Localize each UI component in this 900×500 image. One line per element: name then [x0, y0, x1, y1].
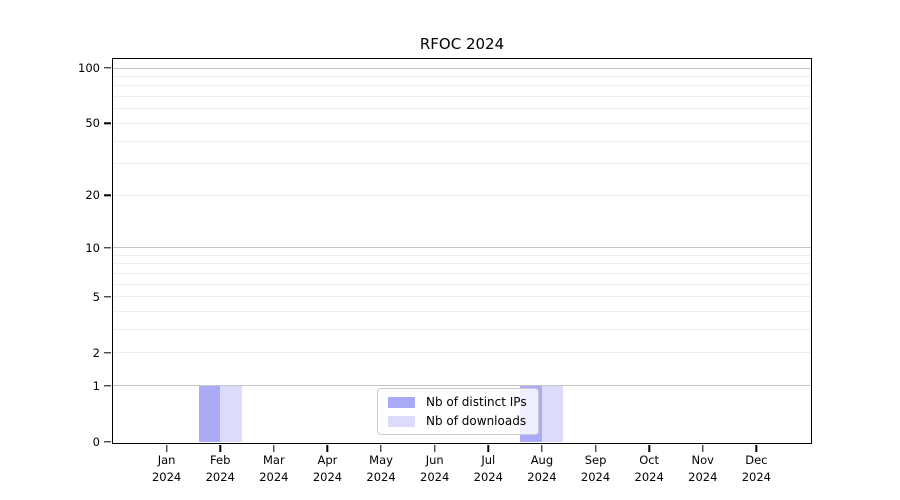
x-tick-mark [594, 445, 597, 452]
legend: Nb of distinct IPs Nb of downloads [377, 388, 539, 435]
month-label: Nov [691, 453, 714, 467]
month-label: Oct [639, 453, 660, 467]
y-tick-mark [104, 194, 111, 197]
minor-gridline [113, 85, 811, 87]
x-tick-mark [487, 445, 489, 452]
x-tick-mark [326, 445, 329, 452]
y-tick-label: 20 [85, 188, 100, 203]
x-tick-mark [165, 445, 168, 452]
year-label: 2024 [527, 469, 557, 484]
x-tick-label: Jun 2024 [420, 452, 449, 485]
x-tick-label: Jan 2024 [152, 452, 181, 485]
y-tick-mark [104, 67, 111, 69]
year-label: 2024 [366, 469, 396, 484]
year-label: 2024 [312, 469, 343, 484]
x-tick-mark [702, 445, 704, 452]
year-label: 2024 [420, 469, 450, 484]
minor-gridline [113, 122, 811, 124]
x-tick-label: Nov 2024 [688, 452, 717, 485]
minor-gridline [113, 76, 811, 78]
y-tick-label: 10 [85, 240, 100, 255]
minor-gridline [113, 329, 811, 331]
x-tick-mark [541, 445, 543, 452]
year-label: 2024 [151, 469, 182, 484]
minor-gridline [113, 194, 811, 196]
month-label: Feb [210, 453, 231, 467]
x-tick-mark [433, 445, 436, 452]
x-tick-label: Sep 2024 [581, 452, 610, 485]
y-tick-label: 2 [92, 345, 100, 360]
minor-gridline [113, 296, 811, 298]
year-label: 2024 [688, 469, 718, 484]
y-tick-label: 1 [92, 378, 100, 393]
minor-gridline [113, 283, 811, 285]
minor-gridline [113, 163, 811, 165]
major-gridline [113, 247, 811, 249]
year-label: 2024 [473, 469, 503, 484]
y-tick-label: 0 [92, 435, 100, 449]
minor-gridline [113, 254, 811, 256]
month-label: Sep [584, 453, 607, 467]
y-tick-mark [104, 122, 111, 125]
y-tick-label: 50 [85, 116, 100, 131]
x-tick-mark [273, 445, 275, 452]
year-label: 2024 [634, 469, 664, 484]
minor-gridline [113, 108, 811, 110]
month-label: Apr [317, 453, 338, 467]
year-label: 2024 [259, 469, 289, 484]
x-tick-label: Jul 2024 [474, 452, 503, 485]
minor-gridline [113, 273, 811, 275]
month-label: Jul [481, 453, 496, 467]
y-tick-mark [104, 385, 111, 387]
x-tick-label: Dec 2024 [742, 452, 771, 485]
y-tick-mark [104, 441, 111, 443]
x-tick-label: May 2024 [366, 452, 395, 485]
bar-distinct-ips [198, 385, 221, 442]
year-label: 2024 [741, 469, 772, 484]
month-label: Mar [262, 453, 285, 467]
y-tick-mark [104, 247, 111, 249]
month-label: Dec [745, 453, 768, 467]
minor-gridline [113, 311, 811, 313]
month-label: Jan [157, 453, 176, 467]
minor-gridline [113, 263, 811, 265]
x-tick-label: Feb 2024 [206, 452, 235, 485]
legend-swatch-downloads [388, 415, 415, 427]
bar-downloads [541, 385, 564, 442]
month-label: Jun [425, 453, 444, 467]
x-tick-mark [219, 445, 221, 452]
x-tick-label: Mar 2024 [259, 452, 288, 485]
x-tick-mark [648, 445, 650, 452]
minor-gridline [113, 96, 811, 98]
x-tick-label: Aug 2024 [527, 452, 556, 485]
year-label: 2024 [580, 469, 611, 484]
legend-label: Nb of distinct IPs [426, 395, 527, 409]
y-tick-label: 5 [92, 289, 100, 304]
x-tick-mark [380, 445, 382, 452]
legend-entry: Nb of downloads [388, 414, 527, 428]
y-tick-mark [104, 296, 111, 298]
major-gridline [113, 67, 811, 69]
y-tick-mark [104, 352, 111, 354]
chart-title: RFOC 2024 [419, 35, 505, 53]
minor-gridline [113, 140, 811, 142]
legend-label: Nb of downloads [426, 414, 527, 428]
legend-swatch-distinct-ips [388, 396, 415, 408]
legend-entry: Nb of distinct IPs [388, 395, 527, 409]
x-tick-label: Oct 2024 [635, 452, 664, 485]
major-gridline [113, 385, 811, 387]
x-tick-mark [755, 445, 758, 452]
x-tick-label: Apr 2024 [313, 452, 342, 485]
year-label: 2024 [205, 469, 235, 484]
minor-gridline [113, 352, 811, 354]
bar-downloads [220, 385, 242, 442]
month-label: Aug [530, 453, 554, 467]
plot-area: Nb of distinct IPs Nb of downloads 0 1 2 5 10… [78, 58, 812, 484]
y-tick-label: 100 [78, 61, 100, 76]
month-label: May [369, 453, 393, 467]
